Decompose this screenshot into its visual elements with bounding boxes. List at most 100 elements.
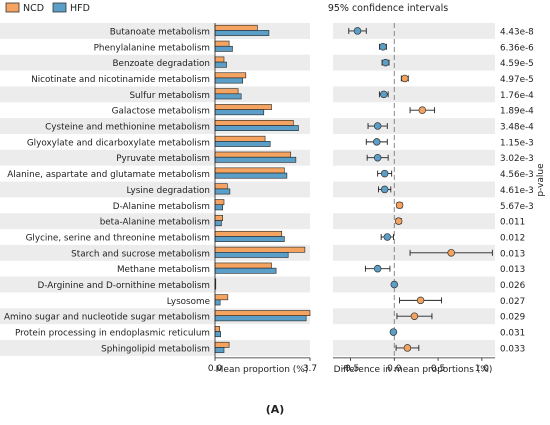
ci-x-tick-label: 1.0	[475, 364, 490, 374]
row-band-right	[333, 54, 495, 71]
row-band-left	[0, 54, 310, 71]
category-label: Amino sugar and nucleotide sugar metabol…	[4, 313, 210, 323]
category-label: Sphingolipid metabolism	[101, 344, 210, 354]
p-value: 6.36e-6	[500, 43, 534, 53]
bar-x-axis: 0.0 3.7	[208, 23, 317, 374]
category-label: Protein processing in endoplasmic reticu…	[15, 329, 210, 339]
bar-x-tick-label: 0.0	[208, 364, 223, 374]
p-value: 0.013	[500, 265, 525, 275]
ci-point	[380, 185, 389, 194]
ci-point	[389, 328, 398, 336]
bar-hfd	[214, 109, 265, 116]
bar-ncd	[214, 294, 229, 301]
ci-point	[373, 153, 382, 162]
bar-ncd	[214, 120, 294, 126]
bar-hfd	[214, 267, 277, 274]
bar-ncd	[214, 88, 239, 95]
ci-point	[373, 264, 382, 273]
legend-swatch-hfd	[52, 2, 67, 13]
category-label: Starch and sucrose metabolism	[71, 249, 210, 259]
ci-point	[380, 169, 389, 178]
category-label: Methane metabolism	[117, 265, 210, 275]
bar-hfd	[214, 299, 221, 306]
category-label: Nicotinate and nicotinamide metabolism	[31, 75, 210, 85]
ci-point	[395, 201, 404, 210]
ci-point	[447, 249, 455, 257]
bar-ncd	[214, 341, 230, 348]
row-band-right	[333, 149, 495, 166]
row-bands	[0, 23, 495, 356]
ci-point	[394, 217, 403, 225]
p-value: 0.027	[500, 297, 525, 307]
category-label: Glycine, serine and threonine metabolism	[26, 233, 210, 243]
ci-point	[410, 312, 419, 320]
ci-point	[373, 138, 381, 146]
legend-swatch-ncd	[5, 2, 20, 13]
bar-hfd	[214, 61, 227, 68]
category-label: Pyruvate metabolism	[116, 154, 210, 164]
ci-panel-title: 95% confidence intervals	[328, 3, 448, 14]
bar-ncd	[214, 183, 228, 190]
p-value: 0.026	[500, 281, 526, 291]
category-labels: Butanoate metabolism Phenylalanine metabo…	[4, 27, 210, 354]
bar-hfd	[214, 93, 242, 100]
ci-point	[380, 90, 388, 99]
p-value: 3.48e-4	[500, 123, 534, 133]
ci-point	[381, 58, 390, 67]
p-value: 3.02e-3	[500, 154, 534, 164]
row-band-left	[0, 213, 310, 230]
category-label: Sulfur metabolism	[129, 91, 210, 101]
bar-ncd	[214, 40, 230, 47]
p-value: 4.61e-3	[500, 186, 534, 196]
bar-hfd	[214, 141, 271, 147]
category-label: Glyoxylate and dicarboxylate metabolism	[27, 138, 210, 148]
p-value: 1.89e-4	[500, 107, 534, 117]
p-value: 0.031	[500, 329, 525, 339]
p-value: 0.011	[500, 218, 525, 228]
bar-hfd	[214, 156, 297, 163]
legend: NCD HFD	[5, 2, 90, 14]
bar-ncd	[214, 246, 306, 253]
bar-hfd	[214, 220, 222, 227]
row-band-left	[0, 181, 310, 198]
ci-point	[403, 344, 412, 352]
p-value-column: 4.43e-8 6.36e-6 4.59e-5 4.97e-5 1.76e-4 1.89e…	[500, 27, 534, 354]
bar-hfd	[214, 45, 233, 52]
ci-x-tick-label: -0.5	[342, 364, 360, 374]
ci-point	[383, 233, 392, 241]
figure-panel-label: (A)	[266, 403, 285, 416]
bar-ncd	[214, 24, 258, 31]
category-label: Galactose metabolism	[112, 107, 210, 117]
bar-hfd	[214, 315, 307, 322]
category-label: Benzoate degradation	[113, 59, 210, 69]
category-label: Alanine, aspartate and glutamate metabol…	[7, 170, 210, 180]
ci-x-tick-label: 0.0	[387, 364, 402, 374]
bar-hfd	[214, 204, 224, 211]
bar-x-tick-label: 3.7	[303, 364, 317, 374]
row-band-right	[333, 181, 495, 198]
bar-hfd	[214, 125, 299, 131]
bar-ncd	[214, 72, 247, 79]
ci-point	[373, 122, 382, 130]
p-value: 0.013	[500, 249, 525, 259]
bar-ncd	[214, 199, 225, 206]
p-value: 0.029	[500, 313, 525, 323]
ci-point	[353, 27, 362, 35]
ci-point	[379, 43, 387, 51]
p-value: 0.012	[500, 233, 525, 243]
bar-x-axis-label: Mean proportion (%)	[216, 365, 309, 375]
p-value: 4.43e-8	[500, 27, 534, 37]
p-value: 4.97e-5	[500, 75, 534, 85]
p-value: 1.76e-4	[500, 91, 534, 101]
legend-label-hfd: HFD	[70, 3, 90, 14]
category-label: Cysteine and methionine metabolism	[45, 123, 210, 133]
row-band-left	[0, 276, 310, 293]
p-value: 0.033	[500, 344, 525, 354]
bar-chart-plot	[214, 24, 311, 353]
row-band-right	[333, 23, 495, 39]
bar-ncd	[214, 104, 272, 110]
p-value: 5.67e-3	[500, 202, 534, 212]
p-value: 4.56e-3	[500, 170, 534, 180]
bar-ncd	[214, 135, 266, 142]
